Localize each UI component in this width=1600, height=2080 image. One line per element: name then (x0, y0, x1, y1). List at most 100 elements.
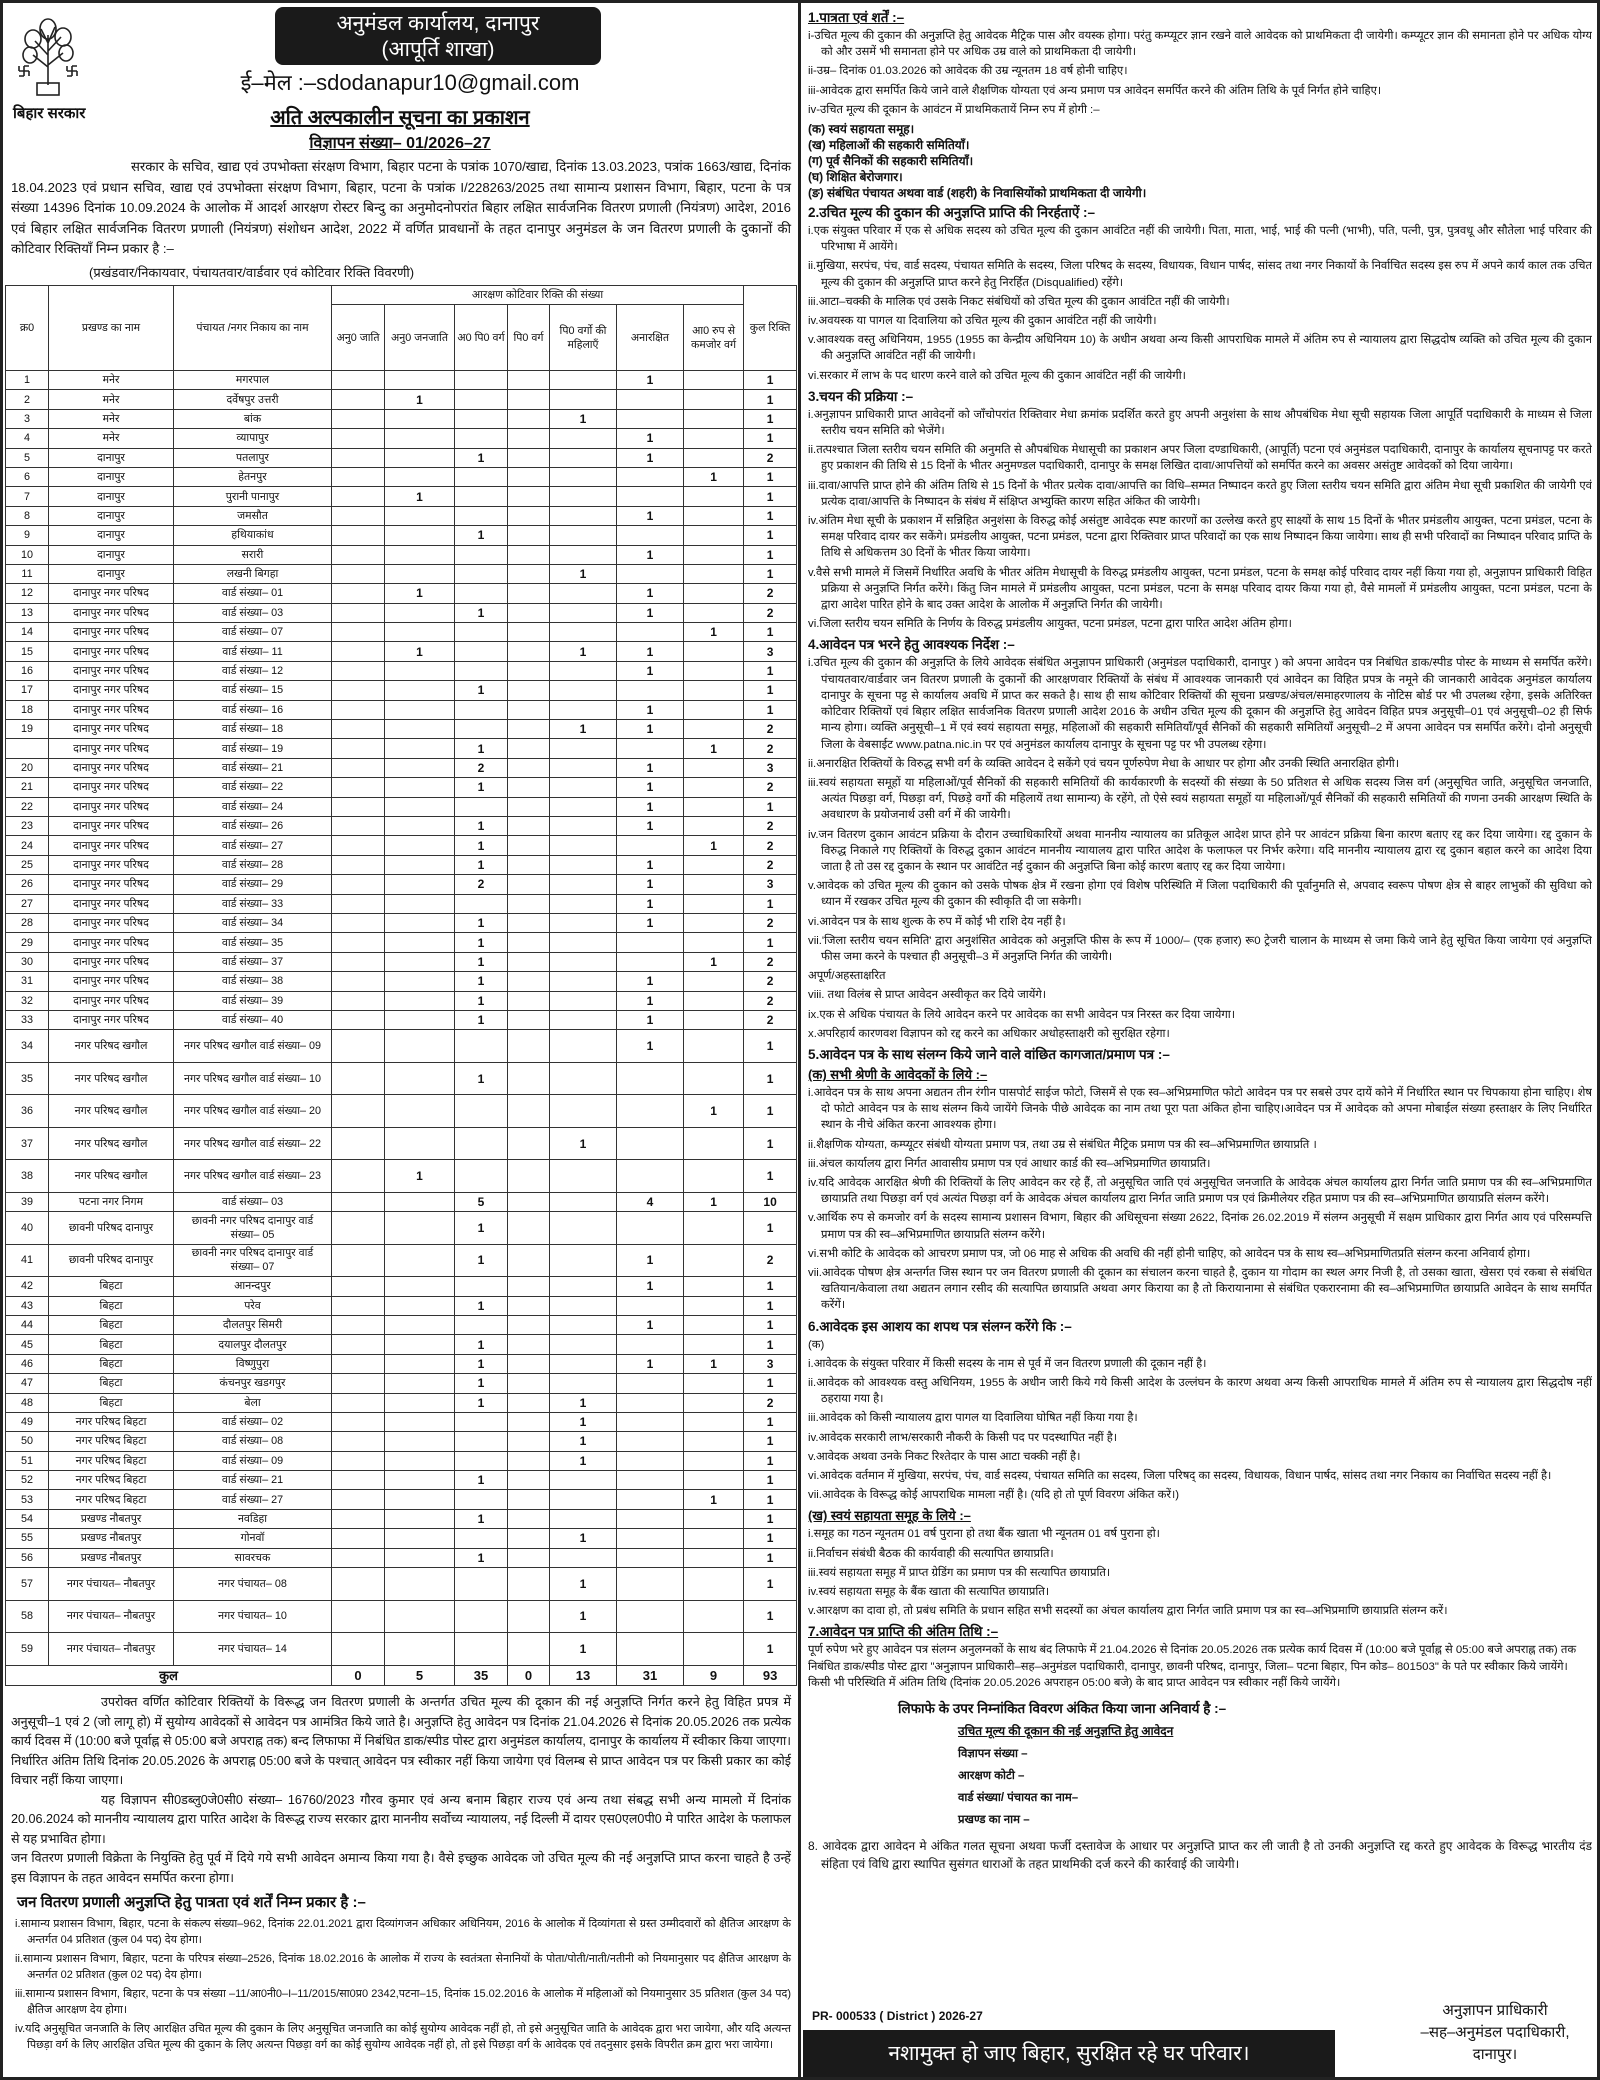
cell-st (384, 971, 455, 992)
cell-bc (507, 1009, 550, 1031)
vacancy-table: क्र0 प्रखण्ड का नाम पंचायत /नगर निकाय का… (5, 285, 797, 1686)
cell-unreserved: 1 (616, 660, 684, 682)
cell-panchayat: आनन्दपुर (173, 1276, 332, 1297)
cell-panchayat: वार्ड संख्या– 27 (173, 835, 332, 856)
cell-ebc (454, 1431, 508, 1452)
clause-item: ix.एक से अधिक पंचायत के लिये आवेदन करने … (808, 1008, 1236, 1021)
cell-total: 3 (743, 641, 797, 662)
clause-item: iii.दावा/आपत्ति प्राप्त होने की अंतिम ति… (808, 479, 1592, 508)
cell-serial: 57 (5, 1567, 49, 1601)
cell-panchayat: हथियाकांध (173, 525, 332, 546)
clause-item: vii.आवेदक के विरूद्ध कोई आपराधिक मामला न… (808, 1489, 1180, 1502)
cell-bc-women (549, 1334, 617, 1355)
cell-sc (331, 757, 385, 779)
cell-ews (682, 1373, 745, 1394)
clause-item: iii.अंचल कार्यालय द्वारा निर्गत आवासीय प… (808, 1157, 1211, 1170)
column-divider (798, 0, 801, 2080)
cell-bc (507, 1191, 550, 1213)
cell-unreserved: 1 (616, 854, 684, 876)
cell-ebc (454, 408, 508, 430)
cell-block: प्रखण्ड नौबतपुर (48, 1528, 174, 1549)
cell-block: दानापुर (48, 486, 174, 507)
cell-block: दानापुर (48, 505, 174, 527)
cell-serial: 39 (5, 1191, 49, 1213)
cell-st (384, 602, 455, 624)
cell-unreserved (616, 389, 684, 410)
cell-bc-women (549, 680, 617, 701)
cell-block: दानापुर नगर परिषद (48, 951, 174, 973)
cell-panchayat: पुरानी पानापुर (173, 486, 332, 507)
cell-block: दानापुर नगर परिषद (48, 641, 174, 662)
section-heading: 6.आवेदक इस आशय का शपथ पत्र संलग्न करेंगे… (808, 1318, 1072, 1334)
cell-ebc: 1 (454, 971, 508, 992)
cell-total: 2 (743, 777, 797, 798)
cell-ews (682, 1547, 745, 1569)
cell-ebc: 1 (454, 1243, 508, 1278)
cell-ews (682, 447, 745, 468)
cell-ebc (454, 1029, 508, 1063)
cell-ews (682, 1470, 745, 1491)
cell-bc-women (549, 1470, 617, 1491)
cell-st (384, 1547, 455, 1569)
cell-st (384, 1632, 455, 1666)
col-header-st: अनु0 जनजाति (384, 304, 455, 371)
cell-total: 1 (743, 1061, 797, 1096)
cell-ebc (454, 1314, 508, 1336)
cell-ews (682, 563, 745, 585)
cell-total: 1 (743, 1528, 797, 1549)
cell-block: बिहटा (48, 1353, 174, 1375)
table-row: दानापुर नगर परिषद वार्ड संख्या– 19 1 1 2 (5, 738, 797, 759)
cell-panchayat: नगर पंचायत– 14 (173, 1632, 332, 1666)
cell-st (384, 1373, 455, 1394)
cell-st (384, 525, 455, 546)
left-column: बिहार सरकार अनुमंडल कार्यालय, दानापुर (आ… (3, 3, 797, 2077)
cell-serial: 26 (5, 874, 49, 895)
cell-bc-women: 1 (549, 1392, 617, 1413)
cell-panchayat: बांक (173, 408, 332, 430)
cell-sc (331, 990, 385, 1011)
cell-bc-women (549, 1547, 617, 1569)
cell-total: 1 (743, 505, 797, 527)
cell-st (384, 563, 455, 585)
clause-item: vii.'जिला स्तरीय चयन समिति' द्वारा अनुशं… (808, 934, 1592, 963)
cell-unreserved: 1 (616, 815, 684, 837)
cell-block: दानापुर नगर परिषद (48, 796, 174, 817)
cell-ebc (454, 563, 508, 585)
clause-item: v.आवेदक अथवा उनके निकट रिश्तेदार के पास … (808, 1450, 1081, 1463)
cell-sc (331, 1431, 385, 1452)
cell-ews (682, 680, 745, 701)
clause-item: iv.यदि आवेदक आरक्षित श्रेणी की रिक्तियों… (808, 1176, 1592, 1206)
cell-serial: 5 (5, 447, 49, 468)
cell-ews (682, 893, 745, 914)
cell-bc-women (549, 757, 617, 779)
cell-st (384, 622, 455, 643)
cell-ews (682, 1567, 745, 1601)
cell-serial: 1 (5, 369, 49, 391)
cell-total: 3 (743, 874, 797, 895)
cell-bc (507, 1567, 550, 1601)
cell-panchayat: वार्ड संख्या– 19 (173, 738, 332, 759)
cell-st (384, 1314, 455, 1336)
cell-sc (331, 660, 385, 682)
cell-st (384, 874, 455, 895)
cell-bc (507, 951, 550, 973)
cell-unreserved (616, 1431, 684, 1452)
cell-bc (507, 1314, 550, 1336)
cell-bc-women (549, 699, 617, 721)
table-row: 32 दानापुर नगर परिषद वार्ड संख्या– 39 1 1 2 (5, 990, 797, 1011)
cell-serial: 12 (5, 583, 49, 604)
cell-bc-women: 1 (549, 719, 617, 740)
clause-item: i.आवेदन पत्र के साथ अपना अद्यतन तीन रंगी… (808, 1086, 1592, 1132)
total-bc-women: 13 (549, 1664, 617, 1686)
cell-unreserved (616, 1373, 684, 1394)
table-row: 39 पटना नगर निगम वार्ड संख्या– 03 5 4 1 10 (5, 1191, 797, 1213)
cell-unreserved (616, 1295, 684, 1316)
cell-ews (682, 1431, 745, 1452)
cell-ews (682, 796, 745, 817)
cell-serial: 2 (5, 389, 49, 410)
cell-sc (331, 1599, 385, 1634)
cell-bc (507, 486, 550, 507)
total-row: कुल 0 5 35 0 13 31 9 93 (5, 1664, 797, 1686)
cell-block: दानापुर नगर परिषद (48, 583, 174, 604)
cell-bc (507, 389, 550, 410)
